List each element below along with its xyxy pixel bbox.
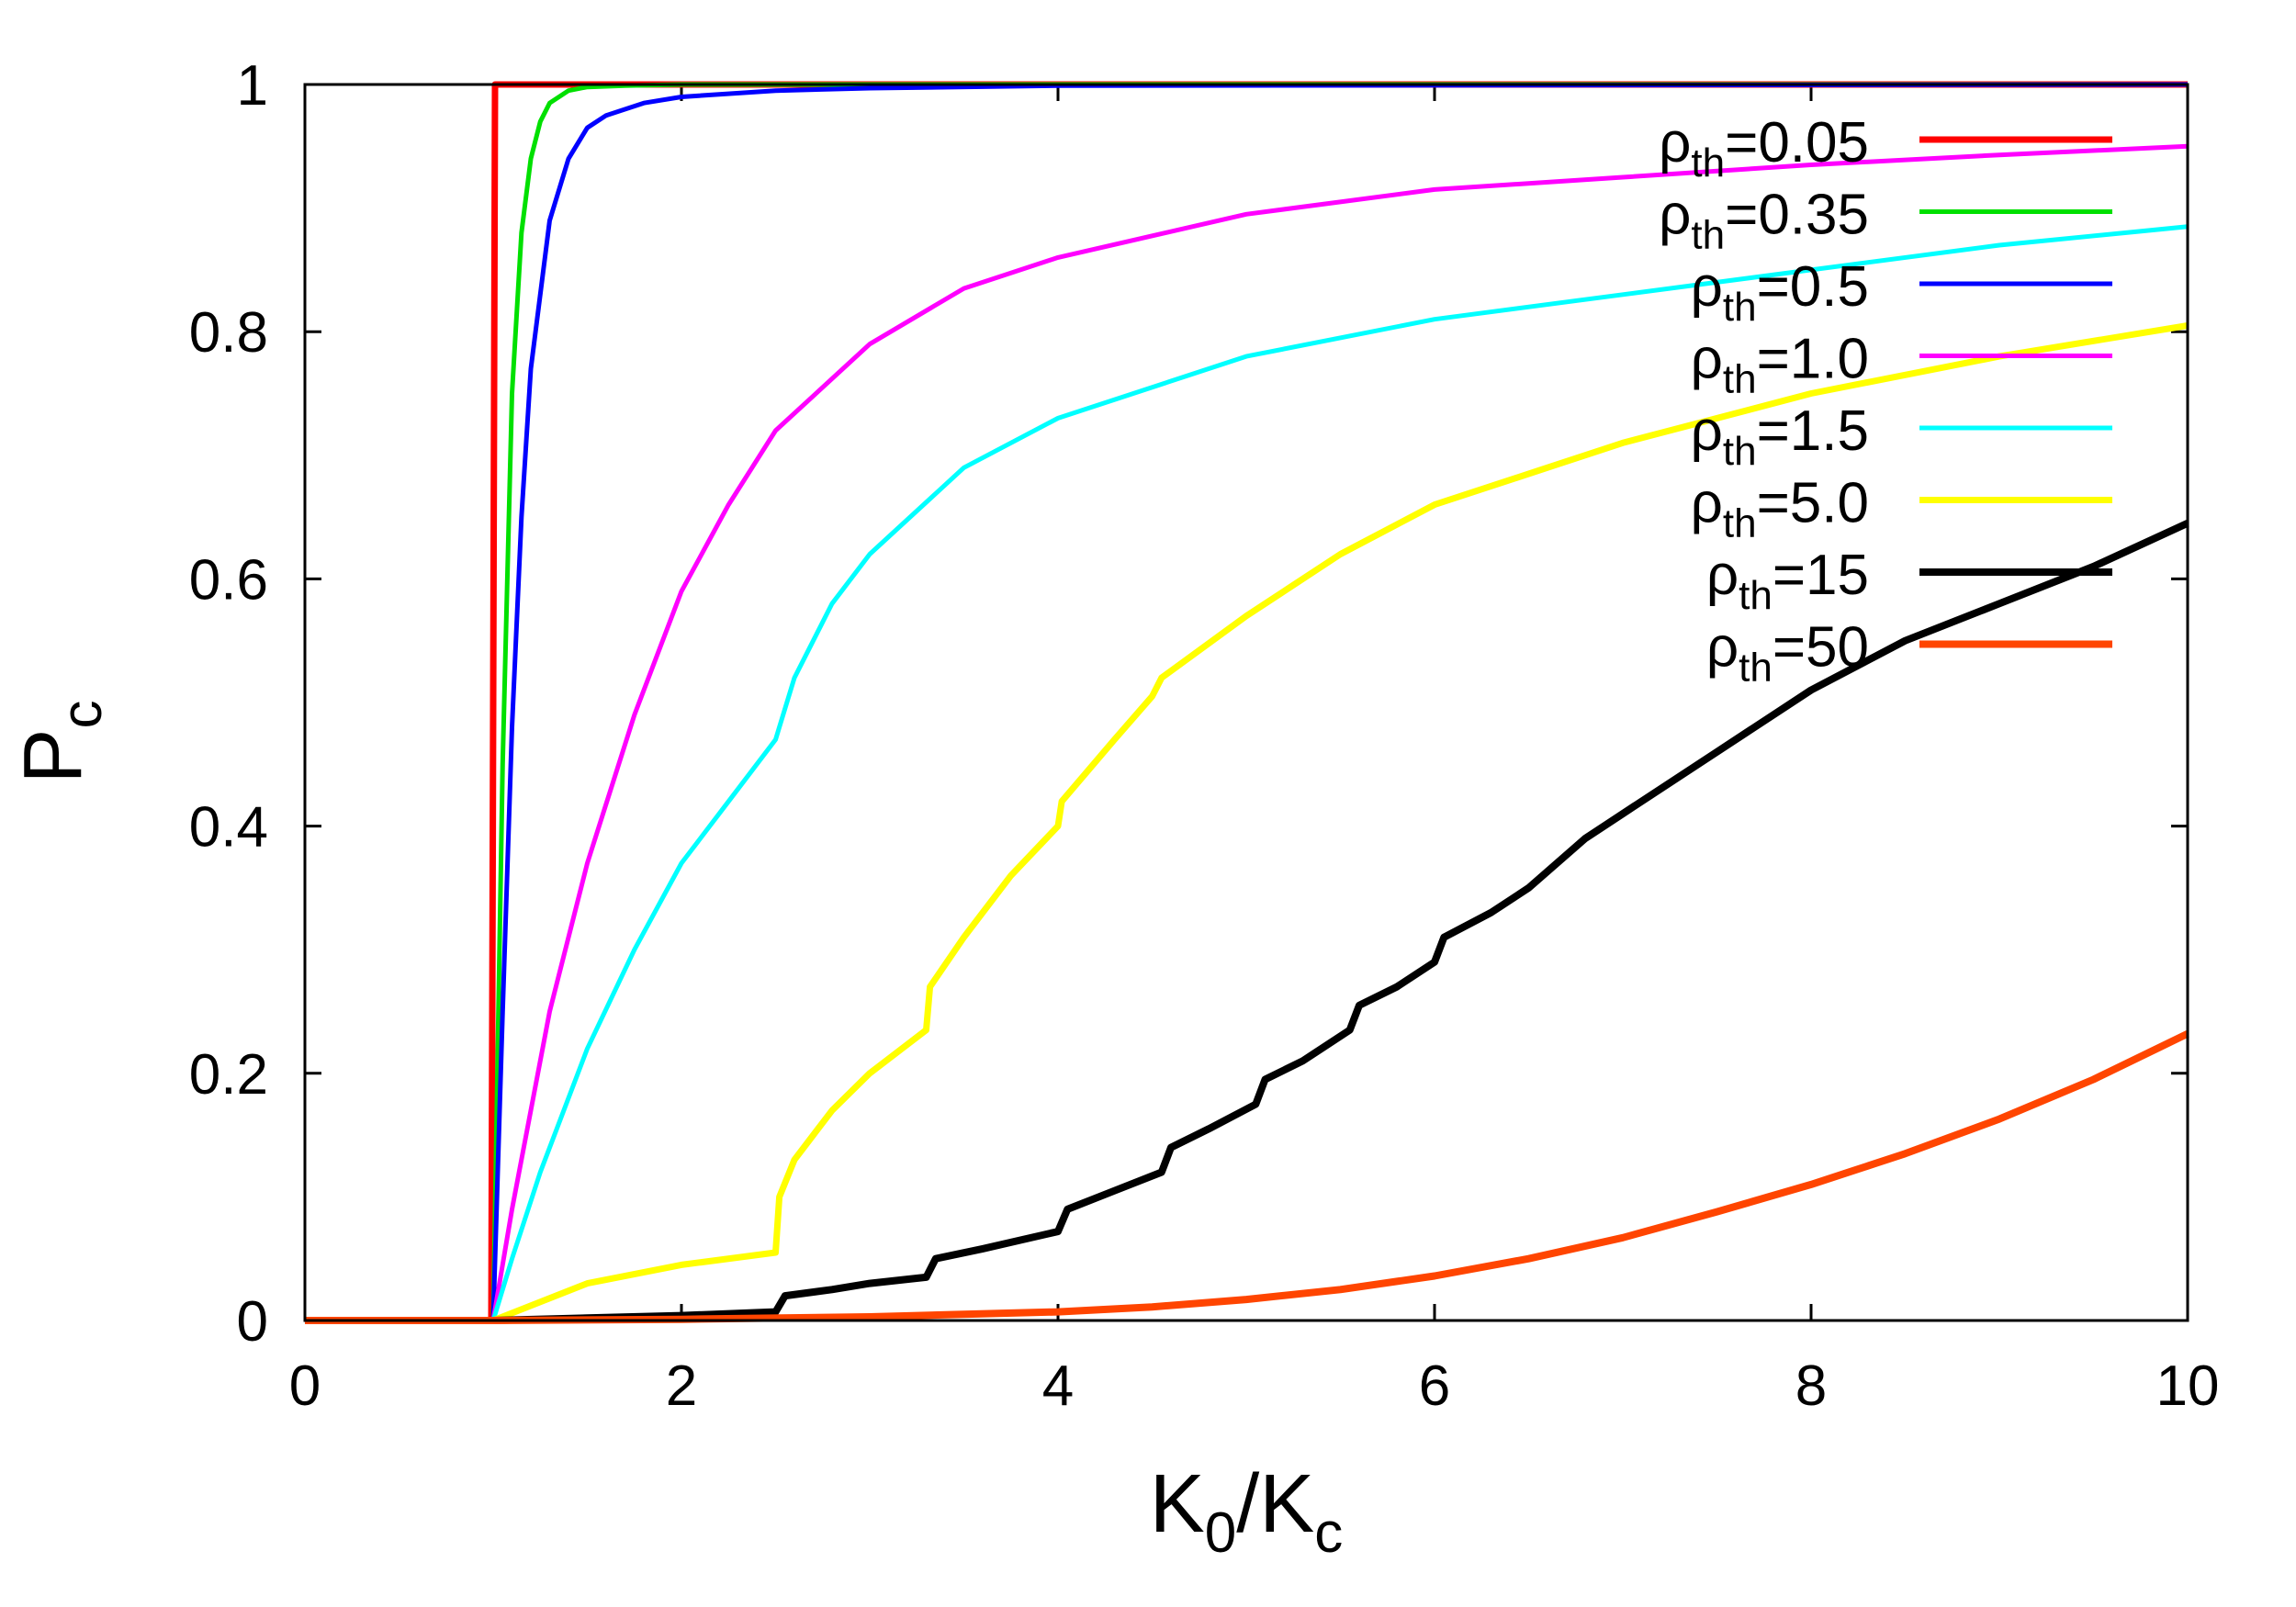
series-line-2 bbox=[305, 82, 2189, 1323]
legend-label-6: ρth=15 bbox=[1706, 544, 1869, 618]
x-tick-label: 10 bbox=[2156, 1354, 2220, 1418]
plot-frame bbox=[303, 83, 2189, 1322]
x-tick-label: 0 bbox=[289, 1354, 321, 1418]
y-tick-label: 0.4 bbox=[189, 796, 268, 860]
series-line-3 bbox=[490, 143, 2189, 1321]
y-tick-label: 0.2 bbox=[189, 1043, 268, 1107]
y-tick-label: 1 bbox=[237, 54, 268, 118]
legend-label-7: ρth=50 bbox=[1706, 616, 1869, 691]
x-axis-title: K0/Kc bbox=[1150, 1458, 1344, 1565]
y-tick-label: 0.8 bbox=[189, 301, 268, 365]
x-tick-label: 4 bbox=[1042, 1354, 1074, 1418]
y-axis-title: Pc bbox=[7, 700, 114, 783]
y-tick-label: 0 bbox=[237, 1290, 268, 1354]
legend-label-5: ρth=5.0 bbox=[1691, 472, 1869, 546]
legend-label-2: ρth=0.5 bbox=[1691, 255, 1869, 330]
series-line-5 bbox=[491, 322, 2189, 1324]
legend-label-3: ρth=1.0 bbox=[1691, 328, 1869, 402]
legend-label-4: ρth=1.5 bbox=[1691, 399, 1869, 474]
x-tick-label: 2 bbox=[666, 1354, 697, 1418]
series-line-6 bbox=[305, 520, 2189, 1324]
legend-label-0: ρth=0.05 bbox=[1659, 111, 1869, 185]
series-line-7 bbox=[305, 1030, 2189, 1324]
legend-label-1: ρth=0.35 bbox=[1659, 184, 1869, 258]
y-tick-label: 0.6 bbox=[189, 548, 268, 612]
series-line-4 bbox=[490, 224, 2189, 1321]
x-tick-label: 6 bbox=[1419, 1354, 1450, 1418]
x-tick-label: 8 bbox=[1795, 1354, 1827, 1418]
ticks-layer: 0 2 4 6 8 10 0 0.2 0.4 0.6 0.8 1 bbox=[189, 54, 2220, 1418]
legend: ρth=0.05ρth=0.35ρth=0.5ρth=1.0ρth=1.5ρth… bbox=[1659, 111, 2112, 691]
